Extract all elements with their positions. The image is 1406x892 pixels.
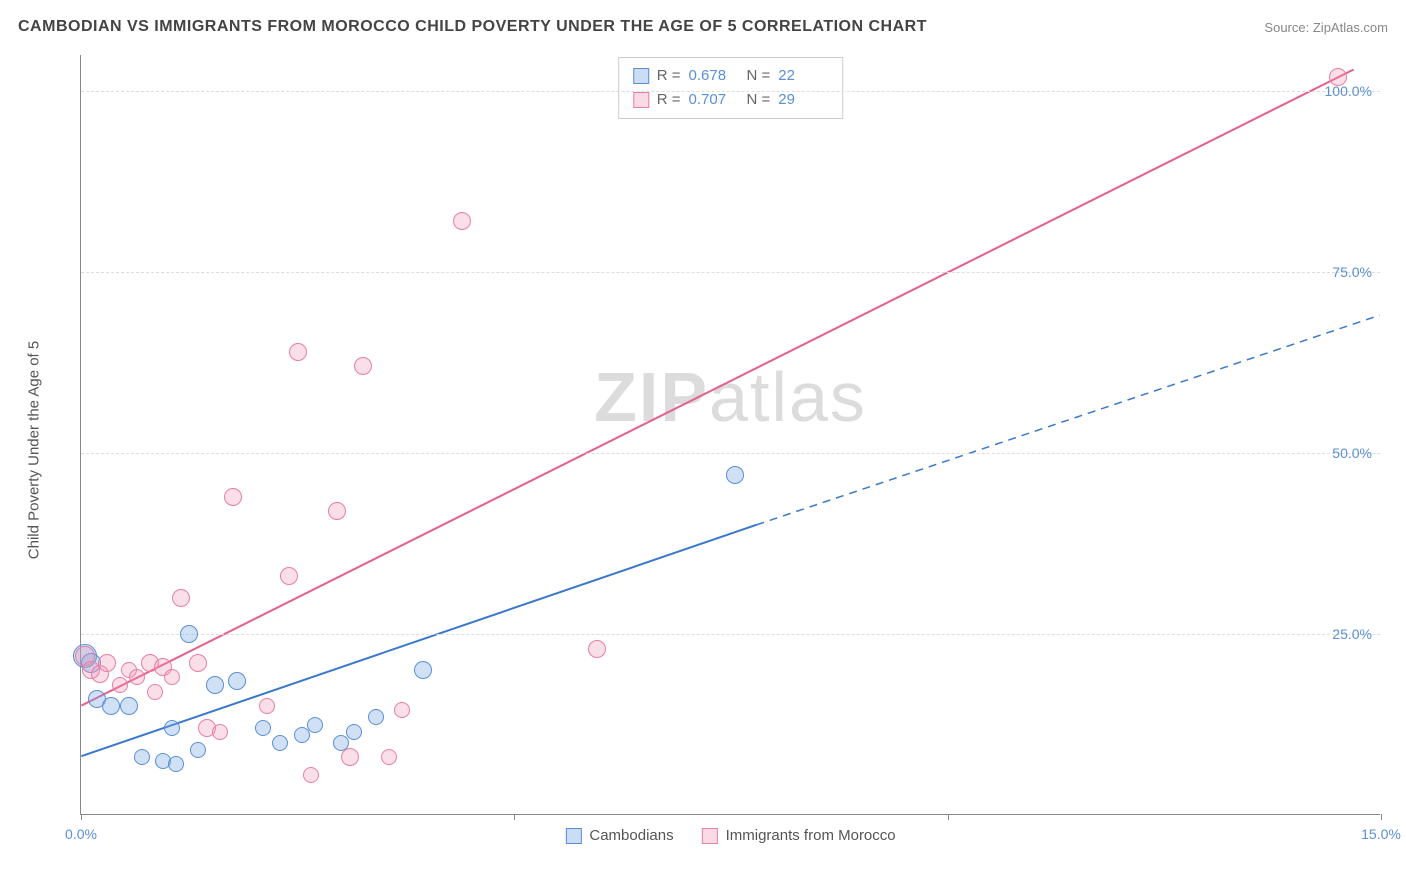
swatch-blue bbox=[633, 68, 649, 84]
r-value-blue: 0.678 bbox=[689, 64, 739, 88]
gridline bbox=[81, 91, 1380, 92]
scatter-point bbox=[228, 672, 246, 690]
scatter-point bbox=[341, 748, 359, 766]
scatter-point bbox=[259, 698, 275, 714]
correlation-stats-box: R = 0.678 N = 22 R = 0.707 N = 29 bbox=[618, 57, 844, 119]
legend-swatch-blue bbox=[565, 828, 581, 844]
x-tick-label: 0.0% bbox=[65, 826, 97, 842]
scatter-point bbox=[381, 749, 397, 765]
scatter-point bbox=[224, 488, 242, 506]
scatter-point bbox=[368, 709, 384, 725]
stats-row-blue: R = 0.678 N = 22 bbox=[633, 64, 829, 88]
scatter-point bbox=[289, 343, 307, 361]
scatter-point bbox=[1329, 68, 1347, 86]
scatter-point bbox=[134, 749, 150, 765]
swatch-pink bbox=[633, 92, 649, 108]
scatter-point bbox=[212, 724, 228, 740]
y-tick-label: 100.0% bbox=[1325, 83, 1372, 99]
chart-legend: Cambodians Immigrants from Morocco bbox=[565, 827, 895, 844]
x-tick bbox=[81, 814, 82, 820]
legend-label-blue: Cambodians bbox=[589, 827, 673, 844]
legend-swatch-pink bbox=[702, 828, 718, 844]
x-tick bbox=[1381, 814, 1382, 820]
scatter-point bbox=[168, 756, 184, 772]
watermark: ZIPatlas bbox=[594, 357, 867, 437]
scatter-point bbox=[354, 357, 372, 375]
scatter-point bbox=[112, 677, 128, 693]
scatter-point bbox=[588, 640, 606, 658]
scatter-point bbox=[414, 661, 432, 679]
y-tick-label: 50.0% bbox=[1332, 445, 1372, 461]
n-label: N = bbox=[747, 64, 771, 88]
gridline bbox=[81, 272, 1380, 273]
trend-line-solid bbox=[81, 69, 1353, 705]
legend-label-pink: Immigrants from Morocco bbox=[726, 827, 896, 844]
scatter-point bbox=[346, 724, 362, 740]
gridline bbox=[81, 634, 1380, 635]
y-axis-label: Child Poverty Under the Age of 5 bbox=[26, 341, 43, 559]
scatter-point bbox=[98, 654, 116, 672]
trend-line-dashed bbox=[756, 315, 1379, 525]
scatter-point bbox=[180, 625, 198, 643]
scatter-point bbox=[453, 212, 471, 230]
x-tick-label: 15.0% bbox=[1361, 826, 1401, 842]
scatter-point bbox=[120, 697, 138, 715]
scatter-point bbox=[102, 697, 120, 715]
chart-title: CAMBODIAN VS IMMIGRANTS FROM MOROCCO CHI… bbox=[18, 18, 927, 36]
legend-item-blue: Cambodians bbox=[565, 827, 673, 844]
chart-area: Child Poverty Under the Age of 5 ZIPatla… bbox=[60, 55, 1380, 845]
scatter-point bbox=[303, 767, 319, 783]
scatter-point bbox=[726, 466, 744, 484]
scatter-point bbox=[280, 567, 298, 585]
scatter-point bbox=[164, 720, 180, 736]
legend-item-pink: Immigrants from Morocco bbox=[702, 827, 896, 844]
n-value-blue: 22 bbox=[778, 64, 828, 88]
plot-region: ZIPatlas R = 0.678 N = 22 R = 0.707 N = … bbox=[80, 55, 1380, 815]
source-credit: Source: ZipAtlas.com bbox=[1264, 20, 1388, 35]
scatter-point bbox=[189, 654, 207, 672]
y-tick-label: 25.0% bbox=[1332, 626, 1372, 642]
scatter-point bbox=[129, 669, 145, 685]
x-tick bbox=[514, 814, 515, 820]
source-value: ZipAtlas.com bbox=[1313, 20, 1388, 35]
y-tick-label: 75.0% bbox=[1332, 264, 1372, 280]
scatter-point bbox=[147, 684, 163, 700]
gridline bbox=[81, 453, 1380, 454]
trend-lines bbox=[81, 55, 1380, 814]
scatter-point bbox=[190, 742, 206, 758]
r-label: R = bbox=[657, 64, 681, 88]
scatter-point bbox=[172, 589, 190, 607]
scatter-point bbox=[255, 720, 271, 736]
scatter-point bbox=[307, 717, 323, 733]
scatter-point bbox=[164, 669, 180, 685]
scatter-point bbox=[294, 727, 310, 743]
chart-header: CAMBODIAN VS IMMIGRANTS FROM MOROCCO CHI… bbox=[18, 18, 1388, 36]
scatter-point bbox=[394, 702, 410, 718]
scatter-point bbox=[328, 502, 346, 520]
x-tick bbox=[948, 814, 949, 820]
scatter-point bbox=[272, 735, 288, 751]
source-label: Source: bbox=[1264, 20, 1309, 35]
scatter-point bbox=[206, 676, 224, 694]
